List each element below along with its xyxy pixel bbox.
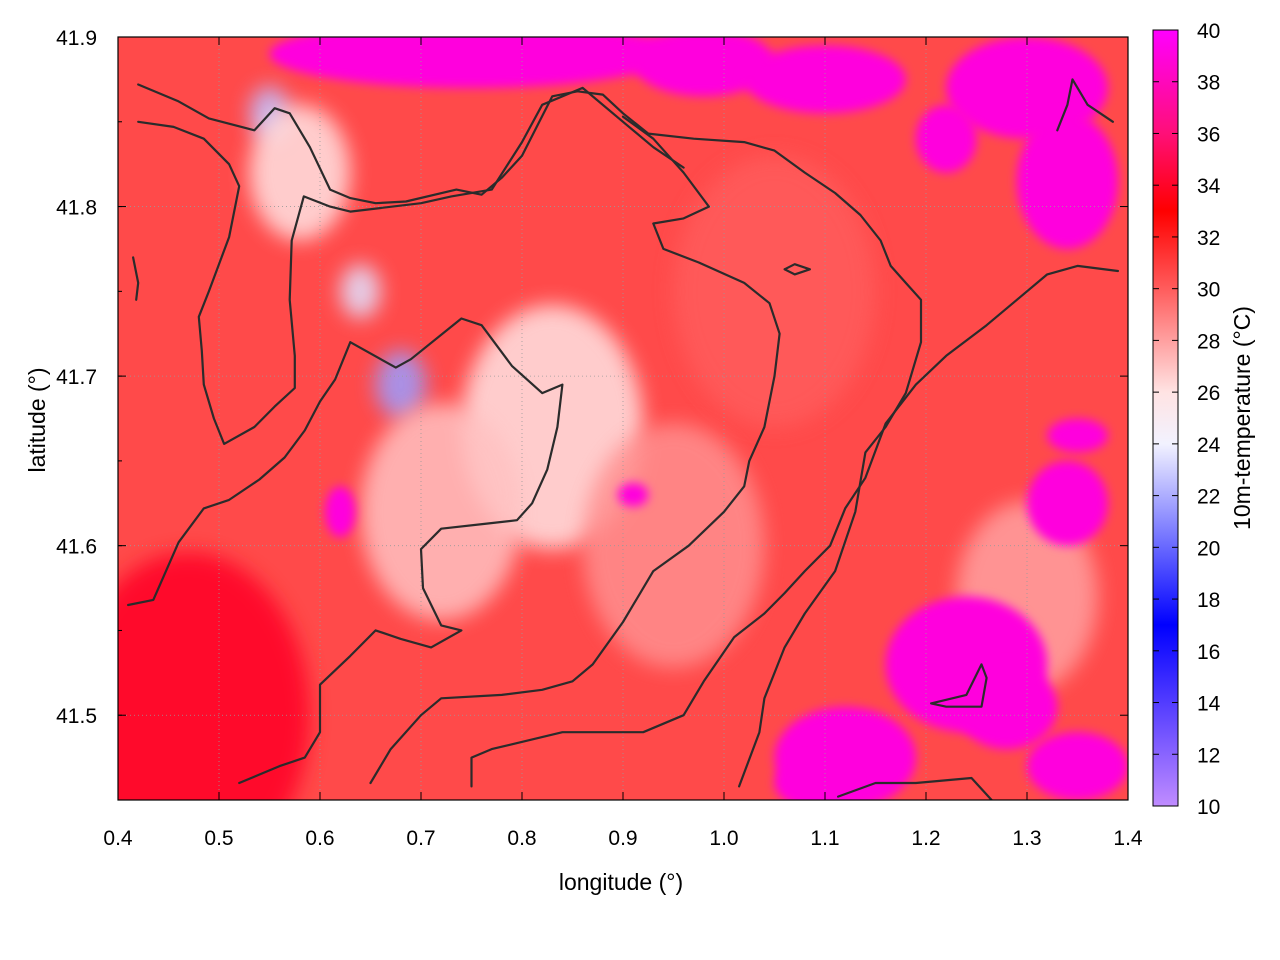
contour-lines [127,78,1120,800]
y-tick-label: 41.5 [56,705,97,728]
colorbar-tick-label: 30 [1197,279,1220,302]
contour-line [783,263,812,276]
hot-patch [633,37,775,97]
x-axis-ticks: 0.4 0.5 0.6 0.7 0.8 0.9 1.0 1.1 1.2 1.3 1.4 [103,37,1143,850]
x-tick-label: 0.7 [406,827,435,850]
colorbar-tick-label: 14 [1197,693,1221,716]
contour-line [132,256,140,301]
x-tick-label: 0.5 [204,827,233,850]
colorbar-tick-label: 12 [1197,744,1220,767]
colorbar-tick-label: 18 [1197,589,1220,612]
x-tick-label: 1.2 [911,827,940,850]
contour-line [137,86,685,445]
temperature-blob [118,552,310,800]
hot-patch [915,104,977,173]
colorbar-tick-label: 36 [1197,123,1220,146]
hot-patch [617,482,649,507]
colorbar-tick-label: 38 [1197,72,1220,95]
temperature-blob [340,264,381,319]
hot-patch [325,486,356,538]
y-axis-title: latitude (°) [24,367,50,472]
colorbar-tick-label: 28 [1197,330,1220,353]
colorbar-gradient [1152,29,1179,807]
contour-line [137,83,923,788]
x-tick-label: 0.9 [608,827,637,850]
hot-patches [269,37,1128,800]
hot-patch [1016,113,1118,249]
hot-patch [1027,732,1128,800]
temperature-blob [375,350,427,419]
contour-line [369,115,781,785]
colorbar-ticks: 10 12 14 16 18 20 22 24 26 28 30 32 34 36 38 40 [1153,20,1221,819]
temperature-blob [249,104,351,241]
colorbar-tick-label: 22 [1197,486,1220,509]
hot-patch [774,757,856,800]
contour-line [470,264,1120,788]
y-axis-ticks: 41.5 41.6 41.7 41.8 41.9 [56,27,1128,801]
x-tick-label: 1.1 [810,827,839,850]
temperature-blob [582,423,765,668]
y-tick-label: 41.9 [56,27,97,50]
hot-patch [1047,418,1108,453]
colorbar-tick-label: 10 [1197,796,1220,819]
hot-patch [1027,460,1108,546]
colorbar-tick-label: 34 [1197,175,1221,198]
x-tick-label: 0.6 [305,827,334,850]
x-tick-label: 0.8 [507,827,536,850]
x-tick-label: 1.0 [709,827,738,850]
plot-area [117,36,1129,801]
temperature-blob [360,403,522,621]
colorbar: 10 12 14 16 18 20 22 24 26 28 30 32 34 36 38 40 10m-tem… [1152,20,1255,819]
colorbar-title: 10m-temperature (°C) [1229,306,1255,530]
colorbar-tick-label: 26 [1197,382,1220,405]
hot-patch [744,45,906,114]
contour-line [836,776,993,800]
hot-patch [269,37,674,88]
contour-line [1056,78,1115,132]
colorbar-tick-label: 16 [1197,641,1220,664]
colorbar-tick-label: 40 [1197,20,1220,43]
colorbar-tick-label: 20 [1197,537,1220,560]
colorbar-tick-label: 32 [1197,227,1220,250]
colorbar-tick-label: 24 [1197,434,1221,457]
x-tick-label: 1.4 [1113,827,1143,850]
hot-patch [956,664,1058,750]
grid-lines [118,37,1128,800]
x-tick-label: 0.4 [103,827,133,850]
contour-line [127,317,564,785]
y-tick-label: 41.7 [56,366,97,389]
contour-line [929,663,988,708]
x-axis-title: longitude (°) [559,869,683,895]
y-tick-label: 41.8 [56,197,97,220]
x-tick-label: 1.3 [1012,827,1041,850]
temperature-blob [673,155,876,427]
y-tick-label: 41.6 [56,536,97,559]
